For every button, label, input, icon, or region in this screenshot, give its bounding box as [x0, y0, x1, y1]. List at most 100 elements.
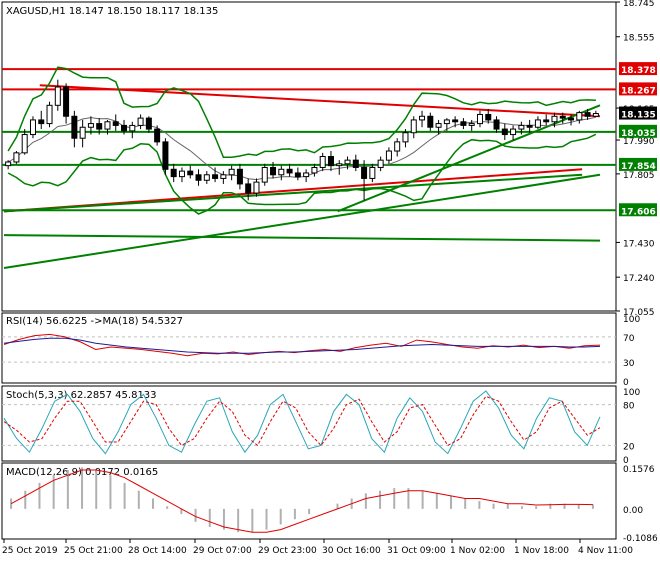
time-tick-label: 29 Oct 23:00 [258, 546, 317, 556]
candle-body [79, 126, 86, 139]
price-label-text: 17.606 [621, 207, 656, 217]
price-label-text: 18.035 [621, 129, 656, 139]
candle-body [112, 121, 119, 126]
candle-body [419, 115, 426, 121]
price-tick-label: 17.990 [623, 137, 655, 147]
candle-body [501, 128, 508, 136]
candles [5, 79, 599, 201]
stoch-signal-line [3, 395, 601, 447]
rsi-axis: 100 70 30 0 [623, 315, 640, 388]
candle-body [319, 156, 326, 168]
candle-body [104, 121, 111, 130]
level-label: 100 [623, 315, 640, 325]
candle-body [460, 121, 467, 126]
price-label-box [619, 106, 657, 120]
candle-body [228, 168, 235, 176]
candle-body [592, 113, 599, 117]
time-axis: 25 Oct 2019 25 Oct 21:00 28 Oct 14:00 29 Oc… [2, 539, 633, 556]
candle-body [510, 128, 517, 136]
macd-signal-line [10, 469, 593, 533]
candle-body [576, 112, 583, 121]
price-tick-label: 18.745 [623, 0, 655, 9]
price-label-box [619, 82, 657, 96]
candle-body [236, 168, 243, 185]
candle-body [286, 168, 293, 174]
candle-body [278, 168, 285, 176]
candle-body [394, 141, 401, 152]
level-label: 0 [623, 378, 629, 388]
rsi-lines [2, 333, 616, 363]
candle-body [303, 172, 310, 178]
candle-body [468, 123, 475, 126]
trendline-green [3, 234, 601, 242]
candle-body [261, 166, 268, 183]
candle-body [493, 119, 500, 130]
price-panel-frame [1, 1, 617, 312]
candle-body [559, 115, 566, 119]
candle-body [452, 119, 459, 123]
candle-body [311, 166, 318, 174]
candle-body [162, 141, 169, 170]
level-label: 0 [623, 456, 629, 466]
price-label-box [619, 124, 657, 138]
price-label-box [619, 203, 657, 217]
candle-body [46, 104, 53, 125]
trendlines [3, 84, 601, 270]
candle-body [195, 174, 202, 181]
candle-body [71, 115, 78, 139]
candle-body [443, 119, 450, 125]
candle-body [551, 115, 558, 123]
candle-body [21, 134, 28, 154]
time-tick-label: 25 Oct 2019 [2, 546, 58, 556]
macd-bars [10, 467, 594, 533]
candle-body [543, 119, 550, 123]
candle-body [13, 152, 20, 163]
candle-body [369, 166, 376, 179]
candle-body [294, 172, 301, 178]
rsi-ma-line [3, 337, 601, 354]
candle-body [145, 117, 152, 130]
candle-body [121, 124, 128, 132]
candle-body [410, 119, 417, 134]
candle-body [377, 159, 384, 168]
trendline-green [3, 173, 583, 213]
candle-body [178, 170, 185, 178]
price-label-text: 18.378 [621, 66, 656, 76]
candle-body [203, 174, 210, 181]
candle-body [129, 124, 136, 132]
candle-body [385, 150, 392, 161]
macd-level-label: -0.1086 [623, 534, 658, 544]
macd-panel: MACD(12,26,9) 0.0172 0.0165 0.15760.00-0… [1, 462, 658, 544]
candle-body [518, 124, 525, 130]
candle-body [54, 86, 61, 106]
candle-body [476, 113, 483, 125]
price-tick-label: 18.555 [623, 34, 655, 44]
price-tick-label: 17.430 [623, 239, 655, 249]
time-tick-label: 30 Oct 16:00 [322, 546, 381, 556]
price-panel-title: XAGUSD,H1 18.147 18.150 18.117 18.135 [6, 6, 218, 17]
price-tick-label: 17.240 [623, 274, 655, 284]
candle-body [63, 86, 70, 117]
time-tick-label: 29 Oct 07:00 [193, 546, 252, 556]
candle-body [361, 166, 368, 179]
candle-body [170, 168, 177, 178]
time-tick-label: 28 Oct 14:00 [128, 546, 187, 556]
candle-body [154, 128, 161, 143]
candle-body [270, 166, 277, 176]
stoch-panel: Stoch(5,3,3) 62.2857 45.8133 100 80 20 0 [1, 385, 640, 466]
level-label: 80 [623, 402, 635, 412]
stoch-title: Stoch(5,3,3) 62.2857 45.8133 [6, 390, 157, 401]
price-tick-label: 17.055 [623, 308, 655, 318]
candle-body [526, 124, 533, 128]
stoch-main-line [3, 390, 601, 455]
price-labels: 18.378 18.267 18.135 18.035 17.854 17.606 [619, 62, 657, 217]
price-panel: XAGUSD,H1 18.147 18.150 18.117 18.135 18… [1, 0, 657, 318]
band-upper [7, 66, 596, 159]
stoch-lines [2, 390, 616, 455]
price-label-text: 18.135 [621, 111, 656, 121]
candle-body [5, 161, 12, 167]
candle-body [253, 181, 260, 194]
time-tick-label: 1 Nov 18:00 [514, 546, 569, 556]
candle-body [220, 174, 227, 179]
